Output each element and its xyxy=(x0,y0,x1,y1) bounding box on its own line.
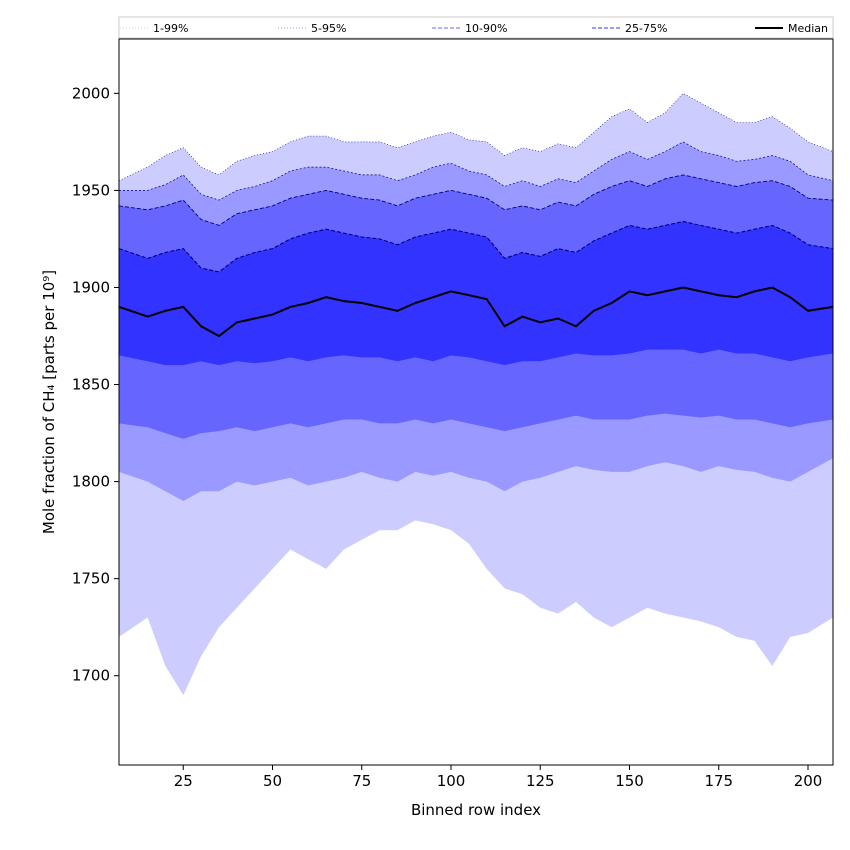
legend: 1-99% 5-95% 10-90% 25-75% Median xyxy=(118,16,834,39)
y-axis-ticks: 1700 1750 1800 1850 1900 1950 2000 xyxy=(72,84,119,685)
legend-label: 1-99% xyxy=(153,22,188,35)
legend-label: Median xyxy=(788,22,828,35)
x-tick-label: 100 xyxy=(437,772,466,790)
x-tick-label: 25 xyxy=(174,772,193,790)
legend-label: 25-75% xyxy=(625,22,667,35)
y-tick-label: 1900 xyxy=(72,278,110,296)
x-tick-label: 75 xyxy=(352,772,371,790)
edge-line-75 xyxy=(118,220,834,273)
x-axis-ticks: 25 50 75 100 125 150 175 200 xyxy=(174,765,823,790)
band-edge-lines xyxy=(118,93,834,273)
x-tick-label: 125 xyxy=(526,772,555,790)
edge-line-99 xyxy=(118,93,834,181)
x-tick-label: 200 xyxy=(794,772,823,790)
edge-line-90 xyxy=(118,174,834,226)
y-tick-label: 1850 xyxy=(72,376,110,394)
y-tick-label: 1800 xyxy=(72,473,110,491)
legend-label: 10-90% xyxy=(465,22,507,35)
y-tick-label: 1700 xyxy=(72,667,110,685)
y-tick-label: 1750 xyxy=(72,570,110,588)
legend-box xyxy=(118,16,834,39)
percentile-bands xyxy=(119,93,833,696)
median-line xyxy=(118,286,834,338)
y-tick-label: 1950 xyxy=(72,181,110,199)
x-tick-label: 175 xyxy=(704,772,733,790)
x-tick-label: 150 xyxy=(615,772,644,790)
legend-label: 5-95% xyxy=(311,22,346,35)
y-axis-label: Mole fraction of CH₄ [parts per 10⁹] xyxy=(40,270,58,534)
median-line-group xyxy=(118,286,834,338)
plot-frame xyxy=(118,38,834,766)
x-tick-label: 50 xyxy=(263,772,282,790)
edge-line-95 xyxy=(119,141,834,201)
x-axis-label: Binned row index xyxy=(411,801,541,819)
band-25-75 xyxy=(119,221,833,366)
y-tick-label: 2000 xyxy=(72,84,110,102)
